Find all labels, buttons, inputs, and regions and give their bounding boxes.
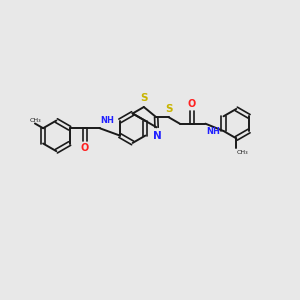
Text: CH₃: CH₃ bbox=[237, 150, 248, 155]
Text: S: S bbox=[140, 93, 148, 103]
Text: CH₃: CH₃ bbox=[29, 118, 41, 123]
Text: O: O bbox=[81, 143, 89, 153]
Text: N: N bbox=[153, 131, 161, 141]
Text: NH: NH bbox=[206, 127, 220, 136]
Text: NH: NH bbox=[100, 116, 114, 125]
Text: O: O bbox=[188, 99, 196, 109]
Text: S: S bbox=[165, 103, 173, 114]
